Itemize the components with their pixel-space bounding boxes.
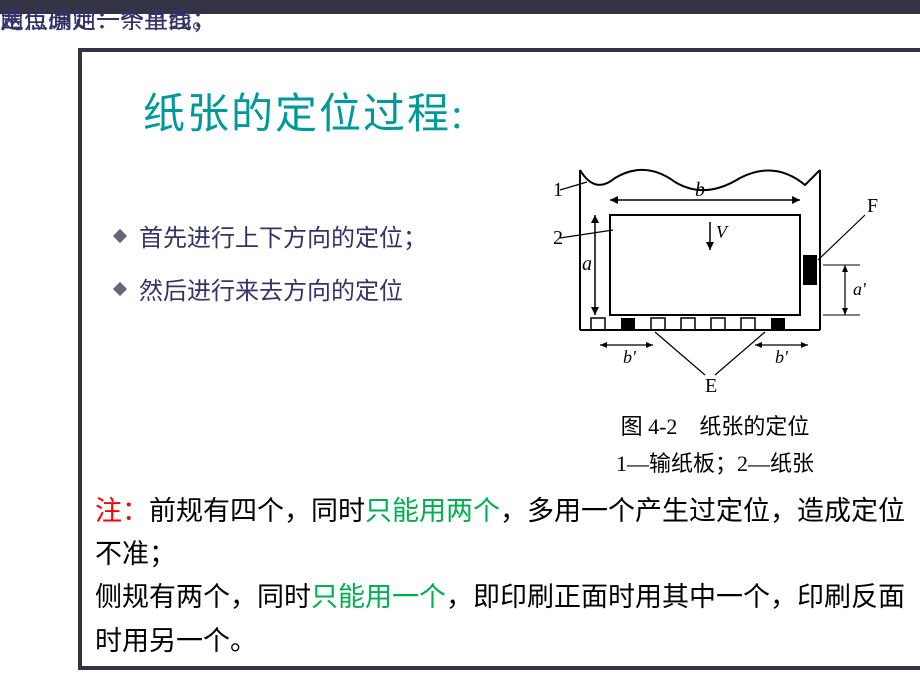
bullet-list: 首先进行上下方向的定位； 然后进行来去方向的定位 bbox=[115, 218, 427, 324]
frame-left bbox=[78, 48, 82, 670]
label-1: 1 bbox=[553, 179, 563, 201]
bullet-text: 首先进行上下方向的定位； bbox=[139, 218, 427, 253]
dim-a: a bbox=[582, 253, 592, 275]
figure-diagram: b a V 1 2 F E b' b' a' 图 4-2 纸张的定位 1—输纸板… bbox=[525, 160, 905, 483]
bullet-text: 然后进行来去方向的定位 bbox=[139, 271, 403, 306]
bullet-icon bbox=[113, 281, 127, 295]
note-highlight-1: 只能用两个 bbox=[365, 496, 500, 526]
diagram-svg: b a V 1 2 F E b' b' a' bbox=[525, 160, 905, 400]
label-2: 2 bbox=[553, 227, 563, 249]
bullet-icon bbox=[113, 228, 127, 242]
figure-caption: 图 4-2 纸张的定位 1—输纸板；2—纸张 bbox=[525, 408, 905, 483]
caption-line2: 1—输纸板；2—纸张 bbox=[525, 445, 905, 482]
bullet-item: 首先进行上下方向的定位； bbox=[115, 218, 427, 253]
caption-line1: 图 4-2 纸张的定位 bbox=[525, 408, 905, 445]
dim-b: b bbox=[695, 179, 705, 201]
note-highlight-2: 只能用一个 bbox=[311, 582, 446, 612]
bullet-item: 然后进行来去方向的定位 bbox=[115, 271, 427, 306]
note-label: 注： bbox=[95, 496, 149, 526]
note-text-1a: 前规有四个，同时 bbox=[149, 496, 365, 526]
label-E: E bbox=[705, 375, 717, 397]
principle-line2: 三点确定一个平面。 bbox=[0, 0, 216, 43]
dim-bprime-left: b' bbox=[623, 347, 637, 367]
label-F: F bbox=[867, 195, 878, 217]
frame-bottom bbox=[78, 666, 920, 670]
frame-top bbox=[78, 48, 920, 52]
note-text-2a: 侧规有两个，同时 bbox=[95, 582, 311, 612]
slide-title: 纸张的定位过程: bbox=[143, 80, 465, 141]
dim-bprime-right: b' bbox=[775, 347, 789, 367]
note-block: 注：前规有四个，同时只能用两个，多用一个产生过定位，造成定位不准； 侧规有两个，… bbox=[95, 490, 905, 663]
dim-aprime: a' bbox=[853, 279, 867, 299]
dim-V: V bbox=[716, 222, 729, 242]
